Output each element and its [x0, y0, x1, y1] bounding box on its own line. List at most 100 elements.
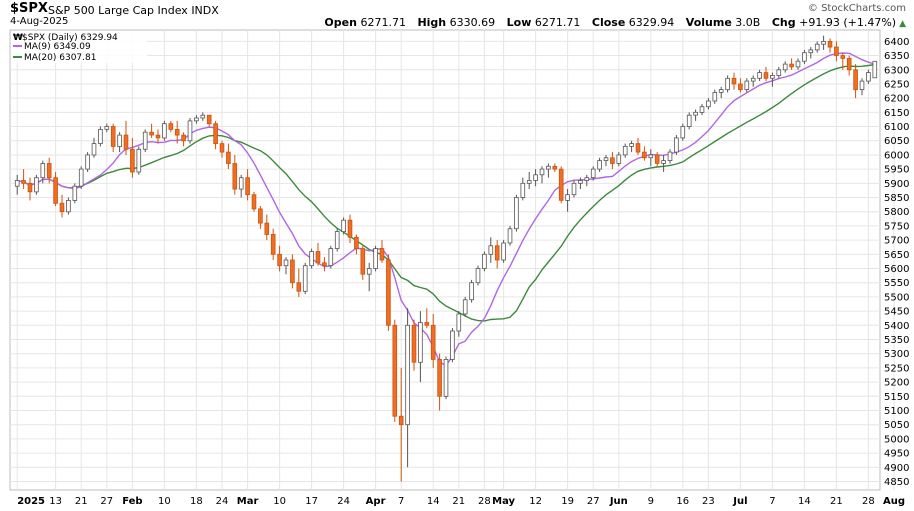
candle-body — [821, 41, 826, 45]
plot-frame — [9, 29, 881, 491]
y-tick-label: 5150 — [884, 392, 909, 403]
y-tick-label: 5950 — [884, 165, 909, 176]
ma9-line — [17, 52, 875, 367]
candle-body — [661, 160, 666, 164]
candle-body — [686, 114, 692, 127]
candle-body — [514, 197, 519, 230]
candle-body — [699, 106, 705, 113]
low-label: Low — [506, 16, 532, 29]
candle-body — [443, 358, 449, 397]
y-tick-label: 5900 — [884, 179, 909, 190]
candle-body — [136, 148, 142, 173]
candle-body — [14, 180, 20, 187]
legend-main-icon: ₩ — [13, 33, 23, 43]
y-tick-label: 5400 — [884, 321, 909, 332]
x-tick-label: 16 — [676, 496, 689, 507]
candle-body — [610, 157, 615, 164]
candle-body — [341, 219, 346, 232]
price-stats: Open 6271.71 High 6330.69 Low 6271.71 Cl… — [324, 16, 906, 29]
candle-body — [744, 80, 750, 90]
candle-body — [85, 154, 90, 170]
grid-lines — [10, 30, 895, 490]
x-tick-label: 17 — [305, 496, 318, 507]
candle-body — [776, 69, 782, 76]
candle-body — [693, 111, 698, 116]
candle-body — [91, 143, 97, 156]
y-tick-label: 5750 — [884, 221, 909, 232]
candle-body — [782, 63, 788, 71]
candle-body — [648, 154, 654, 159]
x-tick-label: Apr — [366, 496, 386, 507]
candle-body — [725, 77, 730, 91]
legend-main: $SPX (Daily) 6329.94 — [22, 33, 118, 43]
candle-body — [424, 322, 430, 326]
candle-body — [168, 123, 174, 130]
candle-body — [347, 219, 353, 238]
candle-body — [590, 168, 596, 179]
candle-body — [309, 251, 314, 267]
y-axis-ticks: 4850 4900 4950 5000 5050 5100 5150 5200 5250 5300… — [884, 37, 909, 488]
candle-body — [866, 72, 871, 82]
legend-ma9: MA(9) 6349.09 — [24, 42, 91, 52]
x-tick-label: 14 — [427, 496, 440, 507]
candle-body — [187, 120, 193, 142]
x-tick-label: 12 — [529, 496, 542, 507]
candle-body — [302, 265, 308, 292]
candle-body — [360, 248, 366, 275]
candle-body — [181, 134, 186, 142]
candle-body — [629, 143, 634, 147]
candle-body — [834, 46, 839, 56]
candle-body — [814, 43, 820, 51]
x-tick-label: Feb — [122, 496, 142, 507]
candle-body — [373, 248, 378, 269]
y-tick-label: 5100 — [884, 406, 909, 417]
candle-body — [795, 60, 801, 68]
x-tick-label: 21 — [830, 496, 843, 507]
x-tick-label: 28 — [862, 496, 875, 507]
candle-body — [398, 415, 404, 426]
y-tick-label: 5700 — [884, 236, 909, 247]
x-tick-label: 21 — [452, 496, 465, 507]
y-tick-label: 5850 — [884, 193, 909, 204]
candle-body — [194, 117, 199, 122]
candle-body — [584, 177, 590, 181]
brand-watermark: © StockCharts.com — [807, 3, 906, 14]
candle-body — [142, 131, 148, 150]
candle-body — [558, 168, 564, 201]
y-tick-label: 6200 — [884, 94, 909, 105]
candle-body — [520, 182, 526, 198]
candle-body — [21, 180, 26, 184]
y-tick-label: 4850 — [884, 477, 909, 488]
x-tick-label: 27 — [587, 496, 600, 507]
candle-body — [738, 83, 743, 91]
y-tick-label: 6350 — [884, 51, 909, 62]
symbol-title: $SPX — [10, 1, 48, 16]
candle-body — [507, 228, 513, 244]
candle-body — [674, 137, 679, 153]
candle-body — [283, 259, 289, 267]
y-tick-label: 6000 — [884, 150, 909, 161]
y-tick-label: 5350 — [884, 335, 909, 346]
candle-body — [366, 268, 372, 275]
candle-body — [565, 194, 570, 201]
x-tick-label: 2025 — [17, 496, 45, 507]
x-tick-label: Jul — [732, 496, 747, 507]
y-tick-label: 5250 — [884, 363, 909, 374]
index-name: S&P 500 Large Cap Index INDX — [48, 4, 219, 17]
candle-body — [200, 114, 206, 119]
candle-body — [149, 131, 154, 136]
candle-body — [706, 100, 711, 108]
candle-body — [392, 324, 398, 417]
candle-body — [66, 199, 71, 213]
candle-body — [622, 145, 628, 156]
x-tick-label: Jun — [609, 496, 628, 507]
candle-body — [46, 163, 52, 179]
candle-body — [437, 358, 442, 397]
candle-body — [322, 262, 327, 266]
candle-body — [379, 248, 385, 261]
candle-body — [238, 177, 244, 190]
candle-body — [277, 253, 282, 267]
candle-body — [405, 324, 410, 426]
y-tick-label: 4950 — [884, 449, 909, 460]
